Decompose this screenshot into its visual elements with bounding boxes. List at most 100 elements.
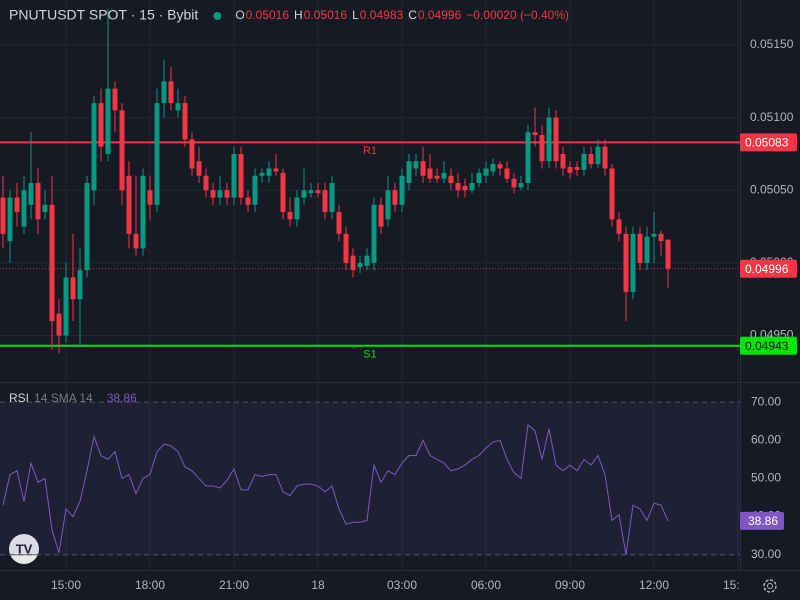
candle-body	[21, 190, 27, 227]
candle-body	[651, 233, 657, 237]
candle-body	[504, 168, 510, 179]
candle-body	[140, 175, 146, 249]
candle-body	[28, 183, 34, 205]
y-tick-label: 50.00	[751, 471, 781, 485]
candle-body	[259, 172, 265, 176]
candle-body	[231, 153, 237, 198]
status-dot	[213, 12, 222, 20]
candle-body	[294, 197, 300, 220]
tv-logo[interactable]: TV	[9, 534, 39, 564]
candle-body	[602, 146, 608, 169]
candle-body	[567, 167, 573, 173]
candle-body	[203, 175, 209, 191]
x-tick-label: 18	[311, 578, 325, 592]
candle-body	[630, 233, 636, 292]
candle-body	[280, 172, 286, 213]
current-price-box	[740, 259, 797, 278]
candle-body	[196, 161, 202, 176]
x-tick-label: 06:00	[471, 578, 501, 592]
y-tick-label: 30.00	[751, 547, 781, 561]
ohlc-label: L	[352, 8, 359, 22]
settings-icon[interactable]	[763, 579, 777, 593]
candle-body	[343, 233, 349, 263]
candle-body	[84, 183, 90, 271]
y-tick-label: 0.05050	[750, 182, 794, 196]
ohlc-label: H	[294, 8, 303, 22]
plot-area: 15:00 18:00 21:00 18 03:00 06:00 09:00 12:00 15:…	[0, 0, 753, 592]
candle-body	[322, 190, 328, 213]
candle-body	[560, 153, 566, 169]
level-price-label: 0.05083	[745, 136, 789, 150]
candle-body	[175, 103, 181, 111]
candle-body	[77, 270, 83, 300]
candle-body	[224, 190, 230, 198]
candle-body	[581, 153, 587, 170]
candle-body	[210, 190, 216, 198]
candle-body	[588, 153, 594, 165]
candle-body	[273, 168, 279, 172]
candle-body	[623, 233, 629, 292]
candle-body	[217, 190, 223, 198]
candle-body	[287, 212, 293, 220]
candle-body	[154, 103, 160, 205]
candle-body	[182, 103, 188, 140]
candle-body	[42, 204, 48, 213]
candle-body	[301, 190, 307, 198]
candle-body	[56, 313, 62, 336]
candle-body	[434, 175, 440, 179]
x-tick-label: 12:00	[639, 578, 669, 592]
ohlc-value: 0.05016	[246, 8, 290, 22]
candle-body	[476, 172, 482, 184]
candle-body	[455, 183, 461, 191]
candle-body	[329, 183, 335, 213]
candle-body	[637, 233, 643, 263]
candle-body	[399, 175, 405, 205]
candle-body	[266, 168, 272, 176]
candle-body	[168, 81, 174, 104]
indicator-value: 38.86	[107, 391, 137, 405]
candle-body	[448, 175, 454, 184]
x-tick-label: 15:00	[723, 578, 753, 592]
candle-body	[490, 164, 496, 172]
candle-body	[98, 103, 104, 147]
candle-body	[525, 132, 531, 184]
candle-body	[539, 135, 545, 162]
candle-body	[245, 197, 251, 205]
svg-text:TV: TV	[16, 541, 33, 556]
x-tick-label: 09:00	[555, 578, 585, 592]
y-tick-label: 70.00	[751, 394, 781, 408]
current-price-label: 0.04996	[745, 262, 789, 276]
y-tick-label: 60.00	[751, 432, 781, 446]
ohlc-label: C	[408, 8, 417, 22]
ohlc-value: 0.04983	[360, 8, 404, 22]
candle-body	[406, 161, 412, 184]
candle-body	[483, 168, 489, 176]
candle-body	[665, 239, 671, 269]
candle-body	[112, 88, 118, 111]
candle-body	[7, 197, 13, 242]
ohlc-value: 0.04996	[418, 8, 462, 22]
level-name: R1	[363, 145, 377, 157]
candle-body	[518, 183, 524, 188]
candle-body	[371, 204, 377, 263]
candle-body	[70, 277, 76, 300]
candle-body	[14, 197, 20, 213]
candle-body	[546, 117, 552, 162]
candle-body	[252, 175, 258, 205]
candle-body	[126, 175, 132, 234]
candle-body	[469, 183, 475, 191]
candle-body	[308, 190, 314, 194]
candle-body	[420, 161, 426, 176]
candle-body	[441, 172, 447, 179]
candle-body	[238, 153, 244, 198]
x-tick-label: 18:00	[135, 578, 165, 592]
candle-body	[105, 88, 111, 154]
y-tick-label: 0.05100	[750, 110, 794, 124]
candle-body	[189, 139, 195, 169]
y-tick-label: 0.05150	[750, 37, 794, 51]
candle-body	[511, 178, 517, 188]
candle-body	[553, 117, 559, 162]
level-name: S1	[363, 349, 376, 361]
